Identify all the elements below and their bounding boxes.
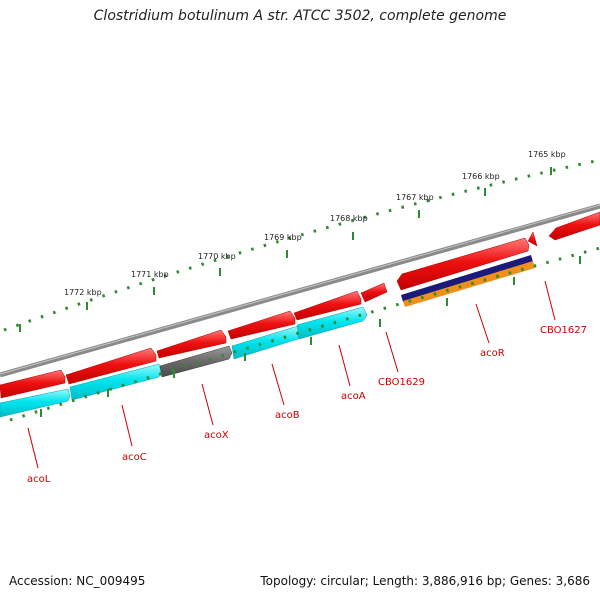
cds-arrow	[396, 237, 530, 291]
outer-tick-dots	[3, 158, 600, 332]
feature-bar-orange	[403, 261, 535, 307]
scale-label: 1766 kbp	[462, 172, 500, 181]
gene-leader-lines	[27, 280, 556, 469]
scale-label: 1769 kbp	[264, 233, 302, 242]
cds-arrow	[527, 231, 538, 247]
leader-line	[385, 331, 399, 373]
scale-label: 1771 kbp	[131, 270, 169, 279]
cds-arrow	[0, 369, 66, 399]
genome-backbone	[0, 203, 600, 378]
scale-label: 1765 kbp	[528, 150, 566, 159]
cds-arrow	[548, 211, 600, 241]
gene-label: acoA	[341, 391, 366, 402]
accession-text: Accession: NC_009495	[9, 574, 146, 588]
inner-tick-ring	[9, 246, 600, 422]
leader-line	[27, 427, 39, 469]
scale-labels: 1765 kbp 1766 kbp 1767 kbp 1768 kbp 1769…	[64, 150, 566, 297]
scale-label: 1767 kbp	[396, 193, 434, 202]
leader-line	[544, 280, 556, 321]
forward-strand-track	[0, 211, 600, 399]
cds-arrow	[293, 290, 362, 321]
leader-line	[338, 344, 351, 387]
cds-arrow	[0, 388, 71, 418]
gene-label: acoB	[275, 410, 300, 421]
gene-label: acoL	[27, 474, 51, 485]
leader-line	[201, 383, 214, 426]
genome-backbone-highlight	[0, 204, 600, 375]
feature-bar-navy	[401, 255, 533, 302]
gene-label: acoC	[122, 452, 147, 463]
genome-summary-text: Topology: circular; Length: 3,886,916 bp…	[260, 574, 590, 588]
leader-line	[121, 404, 133, 447]
gene-label: CBO1627	[540, 325, 587, 336]
leader-line	[475, 303, 490, 344]
cds-arrow	[156, 329, 227, 359]
leader-line	[271, 363, 285, 406]
gene-labels: acoL acoC acoX acoB acoA CBO1629 acoR CB…	[27, 325, 587, 485]
gene-label: acoX	[204, 430, 229, 441]
scale-label: 1768 kbp	[330, 214, 368, 223]
cds-arrow	[65, 347, 157, 385]
cds-arrow	[360, 282, 388, 303]
outer-tick-ring	[3, 158, 600, 332]
gene-label: CBO1629	[378, 377, 425, 388]
cds-arrow	[296, 306, 368, 340]
map-title: Clostridium botulinum A str. ATCC 3502, …	[93, 8, 507, 24]
scale-label: 1770 kbp	[198, 252, 236, 261]
reverse-strand-track	[0, 255, 535, 418]
gene-label: acoR	[480, 348, 505, 359]
cds-arrow	[227, 310, 296, 340]
scale-label: 1772 kbp	[64, 288, 102, 297]
